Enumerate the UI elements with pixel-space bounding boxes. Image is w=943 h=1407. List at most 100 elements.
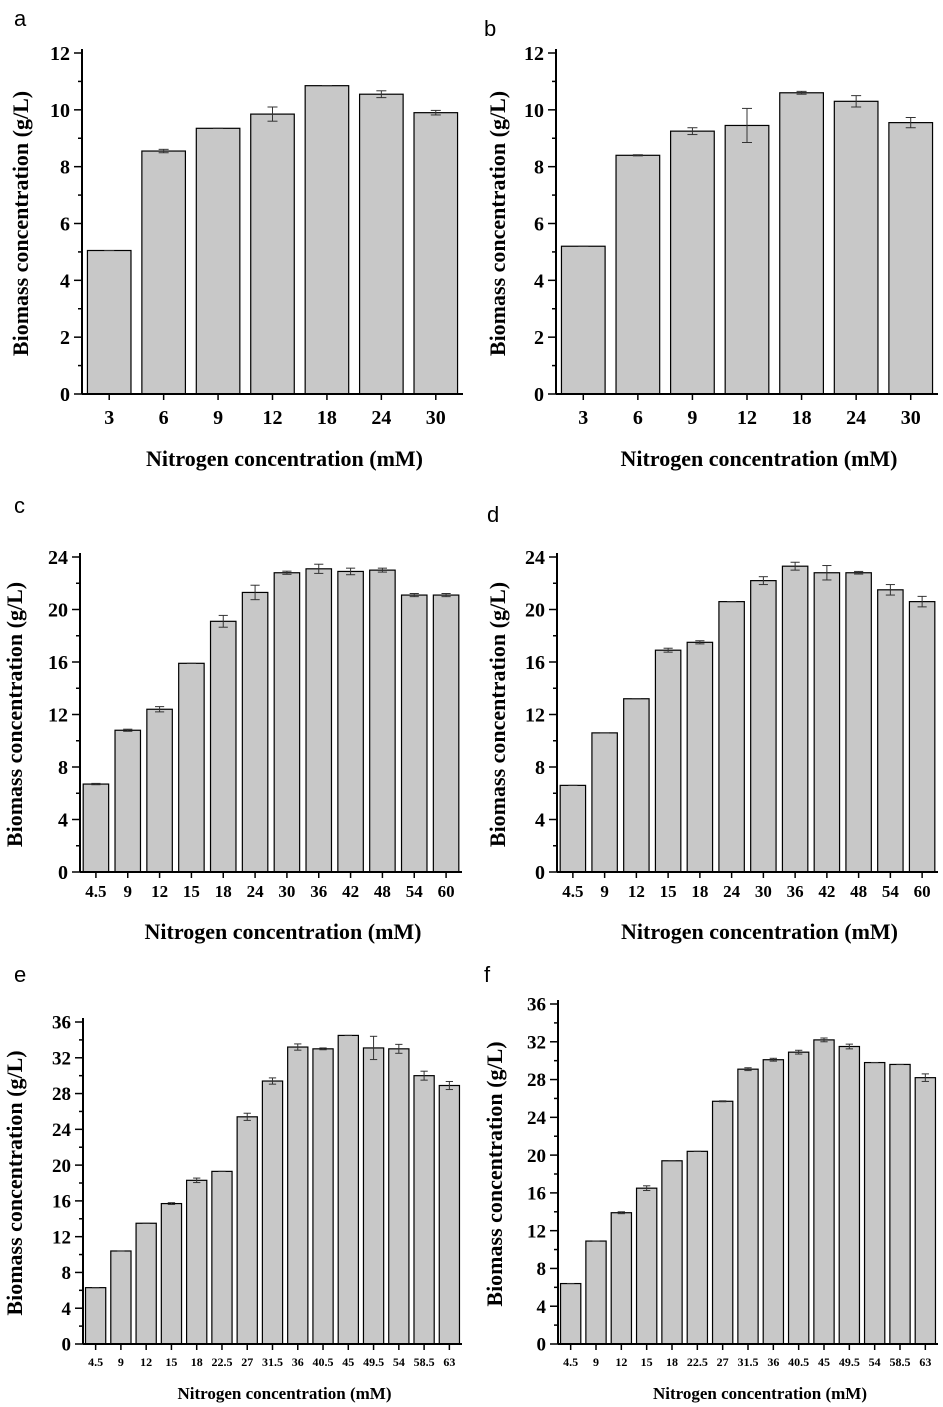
bar-15: [635, 1187, 658, 1345]
bar-15: [654, 649, 682, 873]
x-tick-label: 9: [213, 407, 223, 429]
y-tick-label: 24: [48, 547, 68, 569]
bar-36: [305, 568, 333, 873]
chart-panel-c: c4.5 9 12 15 18 24 30 36 42 48 54 6004812162024Nitr…: [2, 493, 462, 944]
y-tick-label: 8: [58, 757, 68, 779]
x-tick-label: 42: [342, 882, 359, 901]
bar-12: [135, 1222, 157, 1345]
bar-9: [669, 130, 715, 395]
bar-27: [711, 1100, 734, 1345]
y-tick-label: 36: [527, 995, 546, 1016]
y-tick-label: 24: [52, 1120, 72, 1141]
y-tick-label: 12: [525, 705, 545, 727]
panel-letter: f: [484, 962, 491, 987]
bar-9: [591, 732, 618, 873]
bar-54: [400, 594, 428, 873]
x-tick-label: 49.5: [839, 1355, 860, 1369]
x-tick-label: 12: [140, 1355, 152, 1369]
bar-18: [304, 85, 350, 395]
x-tick-label: 15: [183, 882, 200, 901]
y-tick-label: 0: [535, 862, 545, 884]
panel-letter: d: [487, 502, 499, 527]
x-tick-label: 36: [787, 882, 804, 901]
x-tick-label: 12: [263, 407, 283, 429]
x-tick-label: 30: [278, 882, 295, 901]
x-tick-label: 24: [371, 407, 391, 429]
bar-12: [250, 113, 295, 395]
x-tick-label: 9: [600, 882, 609, 901]
x-tick-label: 54: [393, 1355, 405, 1369]
bar-63: [438, 1084, 461, 1345]
bar-6: [615, 154, 661, 395]
bar-30: [413, 112, 459, 395]
bar-15: [160, 1202, 183, 1345]
x-tick-label: 22.5: [211, 1355, 232, 1369]
y-tick-label: 8: [537, 1259, 547, 1280]
bar-60: [908, 601, 936, 873]
x-tick-label: 4.5: [85, 882, 106, 901]
x-tick-label: 30: [426, 407, 446, 429]
x-tick-label: 9: [593, 1355, 599, 1369]
x-tick-label: 4.5: [563, 1355, 578, 1369]
bar-36: [762, 1059, 785, 1345]
bar-30: [273, 572, 301, 873]
bar-48: [845, 572, 872, 873]
x-tick-label: 31.5: [262, 1355, 283, 1369]
y-tick-label: 10: [524, 100, 544, 122]
chart-panel-f: f 4.5 9 12 15 18 22.5 27 31.5 36 40.5 45 49.5 54 58.5 6…: [482, 962, 938, 1403]
y-axis-title: Biomass concentration (g/L): [485, 582, 510, 847]
y-tick-label: 16: [48, 652, 68, 674]
bar-4.5: [82, 783, 110, 873]
y-tick-label: 12: [527, 1221, 546, 1242]
y-tick-label: 4: [58, 810, 68, 832]
y-tick-label: 10: [50, 100, 70, 122]
x-tick-label: 24: [846, 407, 866, 429]
x-axis-title: Nitrogen concentration (mM): [146, 446, 423, 471]
x-tick-label: 30: [901, 407, 921, 429]
x-tick-label: 58.5: [890, 1355, 911, 1369]
y-tick-label: 4: [60, 270, 70, 292]
panel-letter: e: [14, 962, 26, 987]
x-tick-label: 4.5: [562, 882, 583, 901]
bar-60: [432, 594, 460, 873]
x-tick-label: 3: [104, 407, 114, 429]
panel-letter: b: [484, 16, 496, 41]
x-tick-label: 18: [215, 882, 232, 901]
bar-6: [141, 150, 187, 395]
x-axis-title: Nitrogen concentration (mM): [653, 1384, 867, 1403]
bar-42: [813, 572, 841, 873]
x-axis-title: Nitrogen concentration (mM): [621, 446, 898, 471]
bar-4.5: [559, 784, 587, 873]
y-tick-label: 4: [534, 270, 544, 292]
x-tick-label: 63: [919, 1355, 931, 1369]
x-tick-label: 6: [633, 407, 643, 429]
y-tick-label: 6: [534, 214, 544, 236]
y-tick-label: 20: [52, 1156, 71, 1177]
x-tick-label: 54: [869, 1355, 881, 1369]
y-tick-label: 8: [535, 757, 545, 779]
y-tick-label: 20: [525, 600, 545, 622]
bar-58.5: [889, 1063, 911, 1345]
y-tick-label: 8: [534, 157, 544, 179]
bar-9: [114, 729, 142, 873]
x-tick-label: 3: [578, 407, 588, 429]
bar-12: [623, 698, 650, 873]
y-tick-label: 32: [52, 1048, 71, 1069]
x-tick-label: 22.5: [687, 1355, 708, 1369]
x-tick-label: 9: [118, 1355, 124, 1369]
bar-12: [610, 1212, 633, 1345]
x-tick-label: 18: [191, 1355, 203, 1369]
bar-45: [337, 1034, 360, 1345]
x-tick-label: 54: [406, 882, 424, 901]
x-tick-label: 4.5: [88, 1355, 103, 1369]
y-axis-title: Biomass concentration (g/L): [2, 582, 27, 847]
bar-31.5: [737, 1068, 759, 1345]
y-tick-label: 0: [60, 384, 70, 406]
bar-54: [877, 589, 904, 873]
y-tick-label: 2: [60, 327, 70, 349]
x-axis-title: Nitrogen concentration (mM): [145, 919, 422, 944]
y-tick-label: 16: [527, 1184, 546, 1205]
